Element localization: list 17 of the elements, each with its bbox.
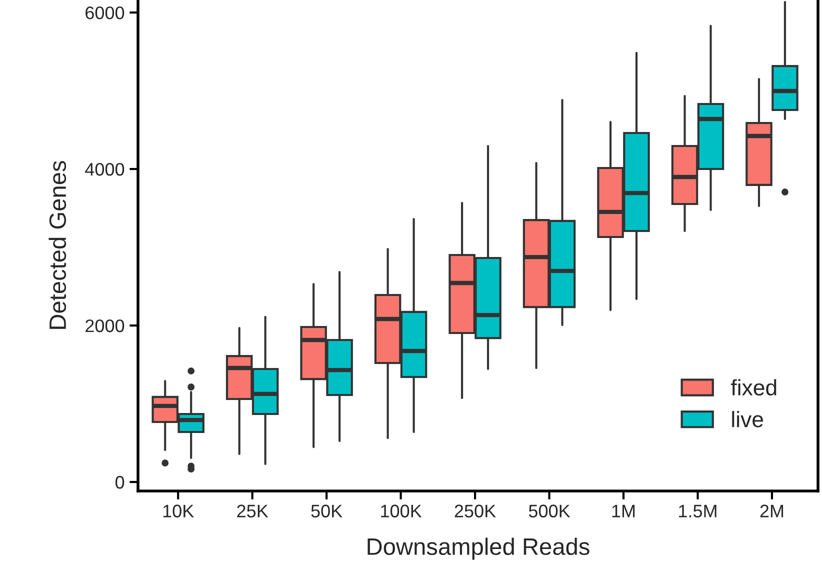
y-tick-label: 6000: [86, 6, 124, 20]
x-tick-label: 1M: [612, 504, 635, 518]
y-tick-label: 0: [115, 476, 124, 489]
x-tick-label: 1.5M: [679, 504, 716, 518]
y-tick-label: 2000: [86, 319, 124, 332]
x-tick-label: 500K: [528, 504, 570, 518]
x-tick-label: 25K: [237, 504, 268, 518]
x-tick-label: 2M: [760, 504, 784, 518]
legend-label: live: [732, 411, 764, 428]
x-tick-label: 100K: [381, 504, 422, 518]
legend-label: fixed: [730, 379, 776, 396]
y-tick-label: 4000: [85, 162, 124, 176]
y-axis-title: Detected Genes: [48, 161, 66, 329]
x-tick-label: 250K: [454, 504, 496, 518]
x-axis-title: Downsampled Reads: [368, 538, 590, 560]
x-tick-label: 50K: [311, 504, 342, 518]
x-tick-label: 10K: [163, 504, 194, 518]
